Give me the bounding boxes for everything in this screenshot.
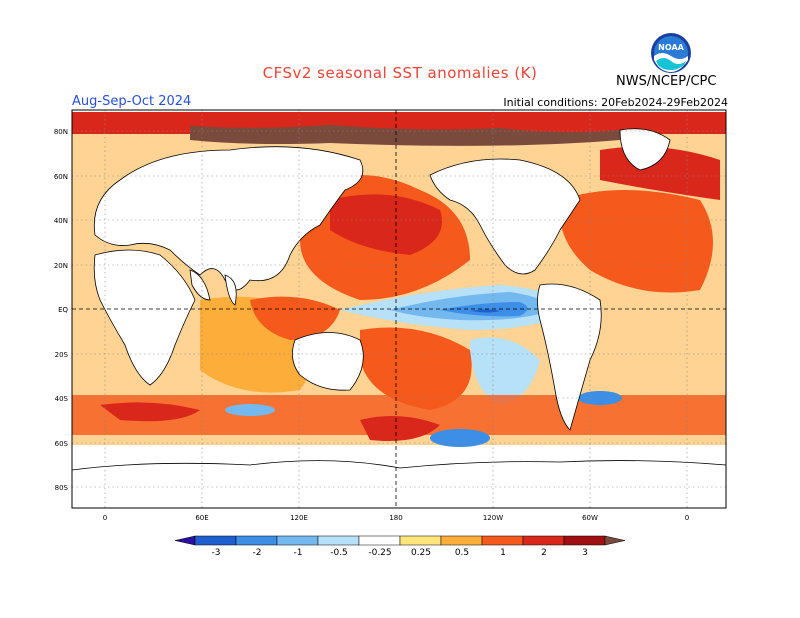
colorbar-swatch: [276, 535, 319, 546]
latitude-labels: 80N 60N 40N 20N EQ 20S 40S 60S 80S: [54, 128, 69, 492]
map-title: CFSv2 seasonal SST anomalies (K): [262, 64, 538, 82]
lat-label: 80S: [55, 484, 69, 492]
colorbar-label: 1: [500, 548, 506, 558]
season-label: Aug-Sep-Oct 2024: [72, 94, 192, 109]
lon-label: 60W: [582, 514, 598, 522]
colorbar-swatch: [563, 535, 606, 546]
map-frame: [71, 109, 727, 509]
colorbar-label: -1: [294, 548, 303, 558]
colorbar-label: 3: [582, 548, 588, 558]
colorbar-label: -0.25: [368, 548, 391, 558]
colorbar-swatch: [235, 535, 278, 546]
lat-label: 40N: [54, 217, 68, 225]
colorbar-swatch: [522, 535, 565, 546]
colorbar-label: 0.25: [411, 548, 431, 558]
lon-label: 120W: [483, 514, 503, 522]
colorbar-labels: -3 -2 -1 -0.5 -0.25 0.25 0.5 1 2 3: [212, 548, 588, 558]
colorbar-label: -3: [212, 548, 221, 558]
lat-label: 60N: [54, 173, 68, 181]
colorbar-label: 0.5: [455, 548, 469, 558]
initial-conditions-label: Initial conditions: 20Feb2024-29Feb2024: [503, 96, 728, 109]
colorbar-swatch: [440, 535, 483, 546]
lat-label: 60S: [55, 440, 69, 448]
sst-anomaly-field: [72, 110, 726, 508]
colorbar-label: -0.5: [330, 548, 348, 558]
lat-label: 80N: [54, 128, 68, 136]
lon-label: 0: [103, 514, 107, 522]
colorbar-arrow-high: [604, 535, 626, 546]
colorbar-swatch: [481, 535, 524, 546]
colorbar-arrow-low: [174, 535, 196, 546]
noaa-logo-icon: NOAA: [651, 33, 691, 73]
colorbar-label: -2: [253, 548, 262, 558]
lon-label: 120E: [290, 514, 308, 522]
lon-label: 0: [685, 514, 689, 522]
agency-label: NWS/NCEP/CPC: [616, 74, 717, 89]
colorbar: [174, 535, 626, 546]
colorbar-label: 2: [541, 548, 547, 558]
noaa-logo-text: NOAA: [658, 43, 684, 52]
colorbar-swatch: [399, 535, 442, 546]
lat-label: 20N: [54, 262, 68, 270]
lat-label: 40S: [55, 395, 69, 403]
colorbar-swatch: [194, 535, 237, 546]
colorbar-swatch: [317, 535, 360, 546]
map-gridlines: [72, 110, 726, 508]
equator-dateline: [72, 110, 726, 508]
lat-label: EQ: [58, 306, 68, 314]
longitude-labels: 0 60E 120E 180 120W 60W 0: [103, 514, 689, 522]
lat-label: 20S: [55, 351, 69, 359]
lon-label: 180: [389, 514, 402, 522]
colorbar-swatch: [358, 535, 401, 546]
lon-label: 60E: [195, 514, 208, 522]
continent-outlines: [72, 128, 726, 508]
